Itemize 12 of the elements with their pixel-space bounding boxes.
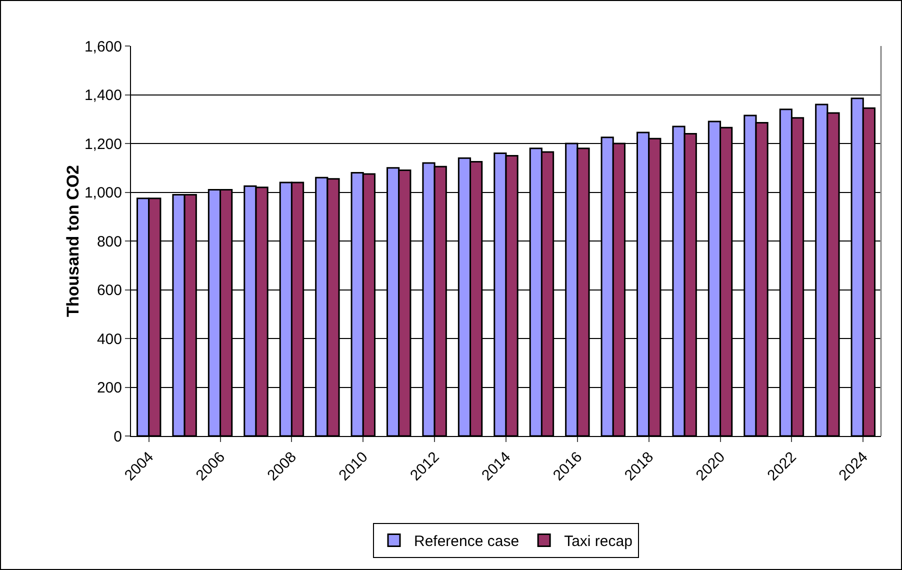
y-tick-label: 1,600 (84, 38, 122, 56)
y-tick-label: 1,200 (84, 136, 122, 153)
y-axis-title: Thousand ton CO2 (63, 164, 82, 318)
y-tick-label: 600 (96, 282, 122, 299)
y-tick-label: 400 (96, 330, 122, 348)
legend-label: Taxi recap (564, 533, 632, 550)
y-tick-label: 1,400 (84, 87, 122, 104)
y-tick-label: 800 (96, 233, 122, 250)
y-tick-label: 0 (114, 428, 122, 446)
legend-label: Reference case (414, 533, 520, 550)
y-tick-label: 1,000 (84, 184, 122, 202)
y-tick-label: 200 (96, 380, 122, 396)
